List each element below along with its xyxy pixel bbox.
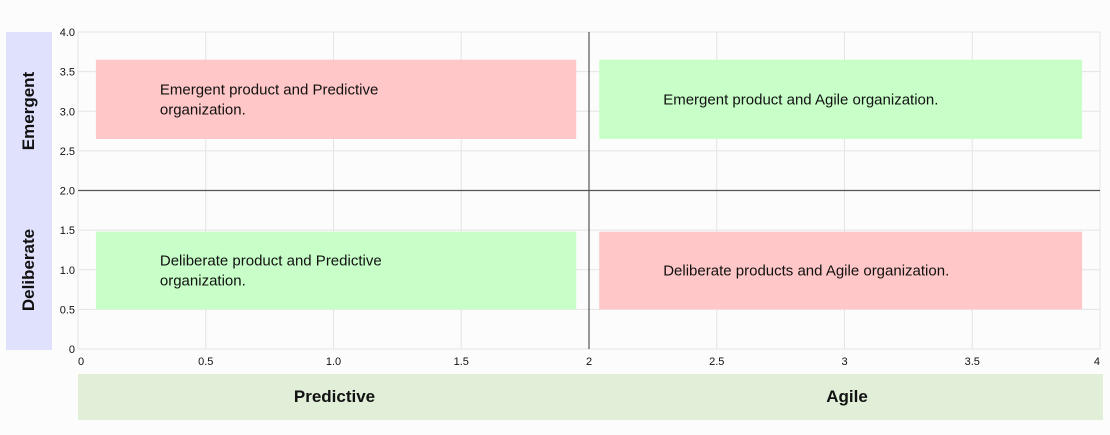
- x-axis-label-predictive: Predictive: [78, 374, 591, 420]
- quadrant-box-1: Emergent product and Agile organization.: [599, 59, 1083, 139]
- y-tick-label-0: 0: [69, 344, 75, 356]
- y-tick-label-3: 1.5: [60, 225, 75, 237]
- quadrant-rect-0: [95, 59, 577, 139]
- x-tick-label-0: 0: [78, 356, 84, 368]
- y-tick-label-1: 0.5: [60, 304, 75, 316]
- x-tick-label-6: 3: [841, 356, 847, 368]
- quadrant-rect-2: [95, 231, 577, 310]
- x-tick-label-1: 0.5: [198, 356, 213, 368]
- quadrant-text-3-0: Deliberate products and Agile organizati…: [663, 263, 949, 280]
- quadrant-text-1-0: Emergent product and Agile organization.: [663, 91, 938, 108]
- quadrant-box-3: Deliberate products and Agile organizati…: [599, 231, 1083, 310]
- quadrant-text-0-0: Emergent product and Predictive: [160, 81, 378, 98]
- quadrant-rect-3: [599, 231, 1083, 310]
- quadrant-text-2-0: Deliberate product and Predictive: [160, 253, 382, 270]
- y-axis-label-deliberate: Deliberate: [6, 190, 52, 350]
- y-tick-label-2: 1.0: [60, 265, 75, 277]
- x-tick-label-2: 1.0: [326, 356, 341, 368]
- y-axis-label-emergent: Emergent: [6, 32, 52, 190]
- x-axis-label-agile-text: Agile: [826, 387, 868, 406]
- quadrant-rect-1: [599, 59, 1083, 139]
- y-tick-label-8: 4.0: [60, 27, 75, 39]
- x-tick-label-4: 2: [586, 356, 592, 368]
- x-tick-label-8: 4: [1094, 356, 1100, 368]
- y-tick-label-5: 2.5: [60, 146, 75, 158]
- quadrant-box-2: Deliberate product and Predictive organiz…: [95, 231, 577, 310]
- y-axis-label-emergent-text: Emergent: [19, 71, 39, 151]
- x-axis-label-agile: Agile: [591, 374, 1103, 420]
- x-tick-label-5: 2.5: [709, 356, 724, 368]
- y-tick-label-7: 3.5: [60, 67, 75, 79]
- x-tick-label-3: 1.5: [454, 356, 469, 368]
- y-axis-label-deliberate-text: Deliberate: [19, 228, 39, 312]
- quadrant-box-0: Emergent product and Predictive organizat…: [95, 59, 577, 139]
- x-tick-label-7: 3.5: [965, 356, 980, 368]
- quadrant-text-0-1: organization.: [160, 101, 246, 118]
- y-tick-label-4: 2.0: [60, 186, 75, 198]
- y-tick-label-6: 3.0: [60, 106, 75, 118]
- x-axis-label-predictive-text: Predictive: [293, 387, 376, 406]
- quadrant-text-2-1: organization.: [160, 273, 246, 290]
